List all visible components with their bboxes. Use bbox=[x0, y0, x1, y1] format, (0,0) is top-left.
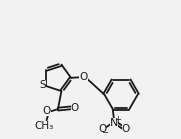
Text: +: + bbox=[114, 115, 121, 124]
Text: CH₃: CH₃ bbox=[34, 121, 54, 131]
Text: S: S bbox=[39, 80, 46, 90]
Text: O: O bbox=[71, 103, 79, 113]
Text: N: N bbox=[110, 118, 118, 128]
Text: −: − bbox=[102, 128, 109, 137]
Text: O: O bbox=[122, 124, 130, 134]
Text: O: O bbox=[98, 124, 106, 134]
Text: O: O bbox=[79, 72, 88, 82]
Text: O: O bbox=[42, 106, 50, 116]
